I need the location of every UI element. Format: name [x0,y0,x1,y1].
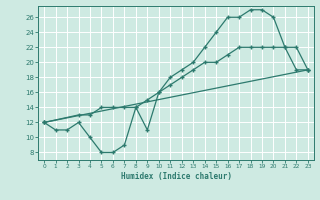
X-axis label: Humidex (Indice chaleur): Humidex (Indice chaleur) [121,172,231,181]
